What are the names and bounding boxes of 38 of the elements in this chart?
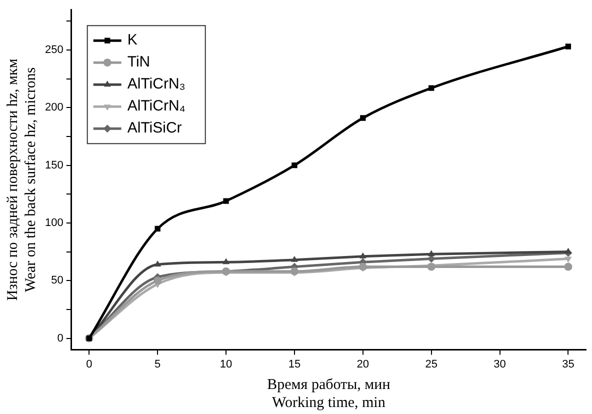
y-tick-label: 200 [44, 102, 64, 114]
point [565, 44, 572, 50]
y-tick-label: 0 [57, 332, 64, 344]
y-tick-label: 100 [44, 216, 64, 229]
point [154, 260, 162, 266]
point [290, 267, 298, 276]
point [428, 250, 435, 256]
x-tick-label: 35 [562, 358, 574, 370]
point [564, 248, 572, 254]
y-tick-label: 150 [44, 159, 64, 172]
point [360, 115, 366, 121]
x-tick-label: 15 [288, 358, 301, 370]
x-tick-label: 20 [356, 358, 370, 370]
point [428, 85, 434, 91]
legend-label: AlTiSiCr [127, 120, 182, 137]
x-tick-label: 5 [154, 358, 161, 370]
point [290, 256, 298, 262]
x-tick-label: 30 [494, 358, 506, 370]
y-axis-title: Износ по задней поверхности hz, мкм Wear on the back surface hz, microns [4, 58, 39, 301]
x-tick-label: 25 [425, 358, 438, 370]
legend-label: AlTiCrN₄ [127, 98, 186, 115]
point [358, 262, 367, 271]
x-axis-title: Время работы, мин Working time, min [267, 376, 390, 411]
point [359, 252, 366, 258]
point [154, 276, 162, 285]
point [564, 256, 572, 263]
point [222, 258, 230, 264]
point [223, 198, 229, 204]
point [154, 226, 160, 232]
x-tick-label: 10 [220, 358, 232, 370]
y-tick-label: 50 [51, 274, 64, 287]
legend-label: TiN [127, 54, 150, 71]
point [564, 262, 572, 271]
point [292, 162, 298, 168]
legend-label: K [127, 32, 138, 49]
x-tick-label: 0 [86, 358, 92, 370]
legend-label: AlTiCrN₃ [127, 76, 186, 93]
y-tick-label: 250 [44, 44, 64, 56]
